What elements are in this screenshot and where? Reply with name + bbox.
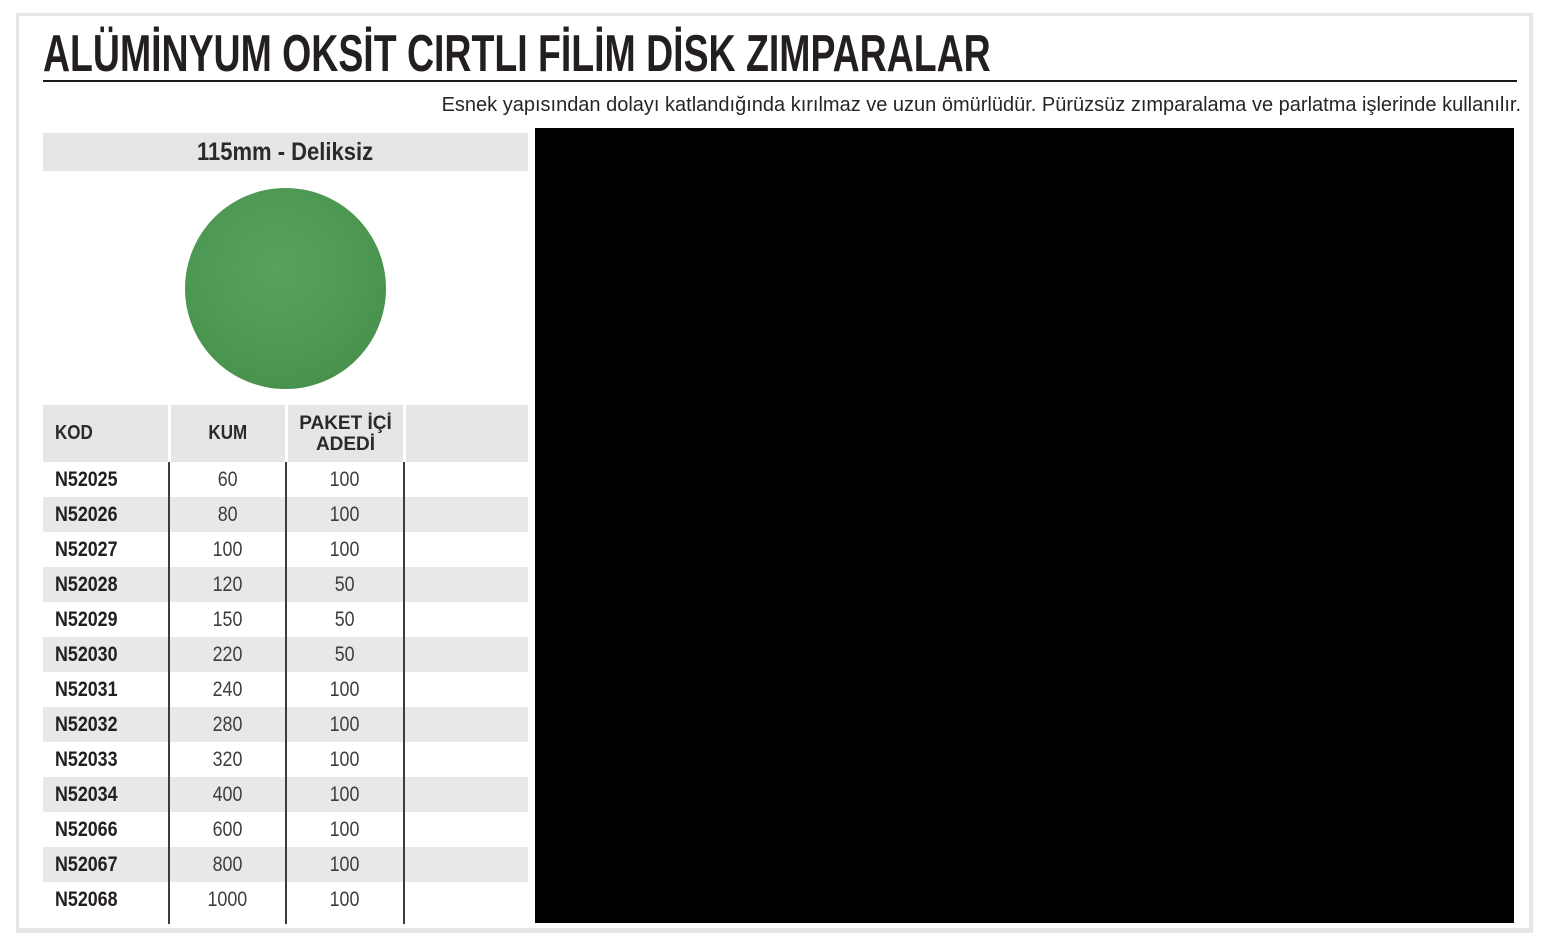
cell-paket-ici-adedi: 50 xyxy=(285,602,403,637)
cell-empty xyxy=(403,777,528,812)
table-row: N52026 80 100 xyxy=(43,497,528,532)
cell-kod: N52030 xyxy=(55,643,118,666)
table-header-row: KOD KUM PAKET İÇİ ADEDİ xyxy=(43,405,528,462)
table-row: N52034 400 100 xyxy=(43,777,528,812)
cell-paket-ici-adedi: 100 xyxy=(285,812,403,847)
cell-kum: 60 xyxy=(168,462,285,497)
cell-kod: N52034 xyxy=(55,783,118,806)
cell-kod: N52032 xyxy=(55,713,118,736)
page-subtitle: Esnek yapısından dolayı katlandığında kı… xyxy=(441,94,1521,116)
product-image-box xyxy=(43,171,528,405)
cell-kum: 400 xyxy=(168,777,285,812)
cell-kod: N52033 xyxy=(55,748,118,771)
cell-kod: N52026 xyxy=(55,503,118,526)
cell-kum: 800 xyxy=(168,847,285,882)
cell-empty xyxy=(403,532,528,567)
table-row: N52067 800 100 xyxy=(43,847,528,882)
black-image-area xyxy=(535,128,1514,923)
table-body: N52025 60 100 N52026 80 100 N52027 100 1… xyxy=(43,462,528,924)
cell-empty xyxy=(403,812,528,847)
cell-kod: N52031 xyxy=(55,678,118,701)
column-header-kum: KUM xyxy=(168,405,285,462)
cell-kum: 600 xyxy=(168,812,285,847)
cell-kum: 1000 xyxy=(168,882,285,917)
product-panel: 115mm - Deliksiz KOD KUM PAKET İÇİ ADEDİ… xyxy=(43,133,528,924)
cell-empty xyxy=(403,602,528,637)
cell-paket-ici-adedi: 50 xyxy=(285,567,403,602)
column-header-empty xyxy=(403,405,528,462)
table-row: N52033 320 100 xyxy=(43,742,528,777)
cell-kum: 240 xyxy=(168,672,285,707)
product-variant-label: 115mm - Deliksiz xyxy=(197,138,374,166)
cell-empty xyxy=(403,567,528,602)
cell-kum: 280 xyxy=(168,707,285,742)
green-sanding-disc-image xyxy=(185,187,386,389)
table-row: N52032 280 100 xyxy=(43,707,528,742)
table-row: N52025 60 100 xyxy=(43,462,528,497)
table-row: N52068 1000 100 xyxy=(43,882,528,917)
cell-paket-ici-adedi: 100 xyxy=(285,742,403,777)
cell-kum: 150 xyxy=(168,602,285,637)
cell-kum: 100 xyxy=(168,532,285,567)
cell-kod: N52025 xyxy=(55,468,118,491)
cell-empty xyxy=(403,882,528,917)
cell-empty xyxy=(403,462,528,497)
table-bottom-line-stubs xyxy=(43,917,528,924)
cell-kum: 80 xyxy=(168,497,285,532)
cell-kod: N52027 xyxy=(55,538,118,561)
cell-paket-ici-adedi: 100 xyxy=(285,497,403,532)
table-row: N52028 120 50 xyxy=(43,567,528,602)
cell-paket-ici-adedi: 100 xyxy=(285,777,403,812)
cell-kod: N52028 xyxy=(55,573,118,596)
table-row: N52030 220 50 xyxy=(43,637,528,672)
cell-kod: N52068 xyxy=(55,888,118,911)
cell-paket-ici-adedi: 100 xyxy=(285,532,403,567)
cell-empty xyxy=(403,707,528,742)
cell-kod: N52029 xyxy=(55,608,118,631)
cell-paket-ici-adedi: 100 xyxy=(285,707,403,742)
cell-empty xyxy=(403,672,528,707)
cell-paket-ici-adedi: 100 xyxy=(285,672,403,707)
column-header-paket-ici-adedi: PAKET İÇİ ADEDİ xyxy=(285,405,403,462)
table-row: N52029 150 50 xyxy=(43,602,528,637)
column-header-kod: KOD xyxy=(43,405,168,462)
title-underline xyxy=(43,80,1517,82)
page-border-frame xyxy=(16,13,1533,933)
cell-kod: N52067 xyxy=(55,853,118,876)
cell-kum: 120 xyxy=(168,567,285,602)
table-row: N52066 600 100 xyxy=(43,812,528,847)
page-title: ALÜMİNYUM OKSİT CIRTLI FİLİM DİSK ZIMPAR… xyxy=(43,25,991,83)
cell-kod: N52066 xyxy=(55,818,118,841)
cell-kum: 220 xyxy=(168,637,285,672)
cell-empty xyxy=(403,742,528,777)
table-row: N52031 240 100 xyxy=(43,672,528,707)
cell-paket-ici-adedi: 50 xyxy=(285,637,403,672)
cell-empty xyxy=(403,497,528,532)
cell-empty xyxy=(403,637,528,672)
cell-paket-ici-adedi: 100 xyxy=(285,882,403,917)
cell-kum: 320 xyxy=(168,742,285,777)
cell-paket-ici-adedi: 100 xyxy=(285,847,403,882)
cell-empty xyxy=(403,847,528,882)
cell-paket-ici-adedi: 100 xyxy=(285,462,403,497)
product-variant-header: 115mm - Deliksiz xyxy=(43,133,528,171)
table-row: N52027 100 100 xyxy=(43,532,528,567)
